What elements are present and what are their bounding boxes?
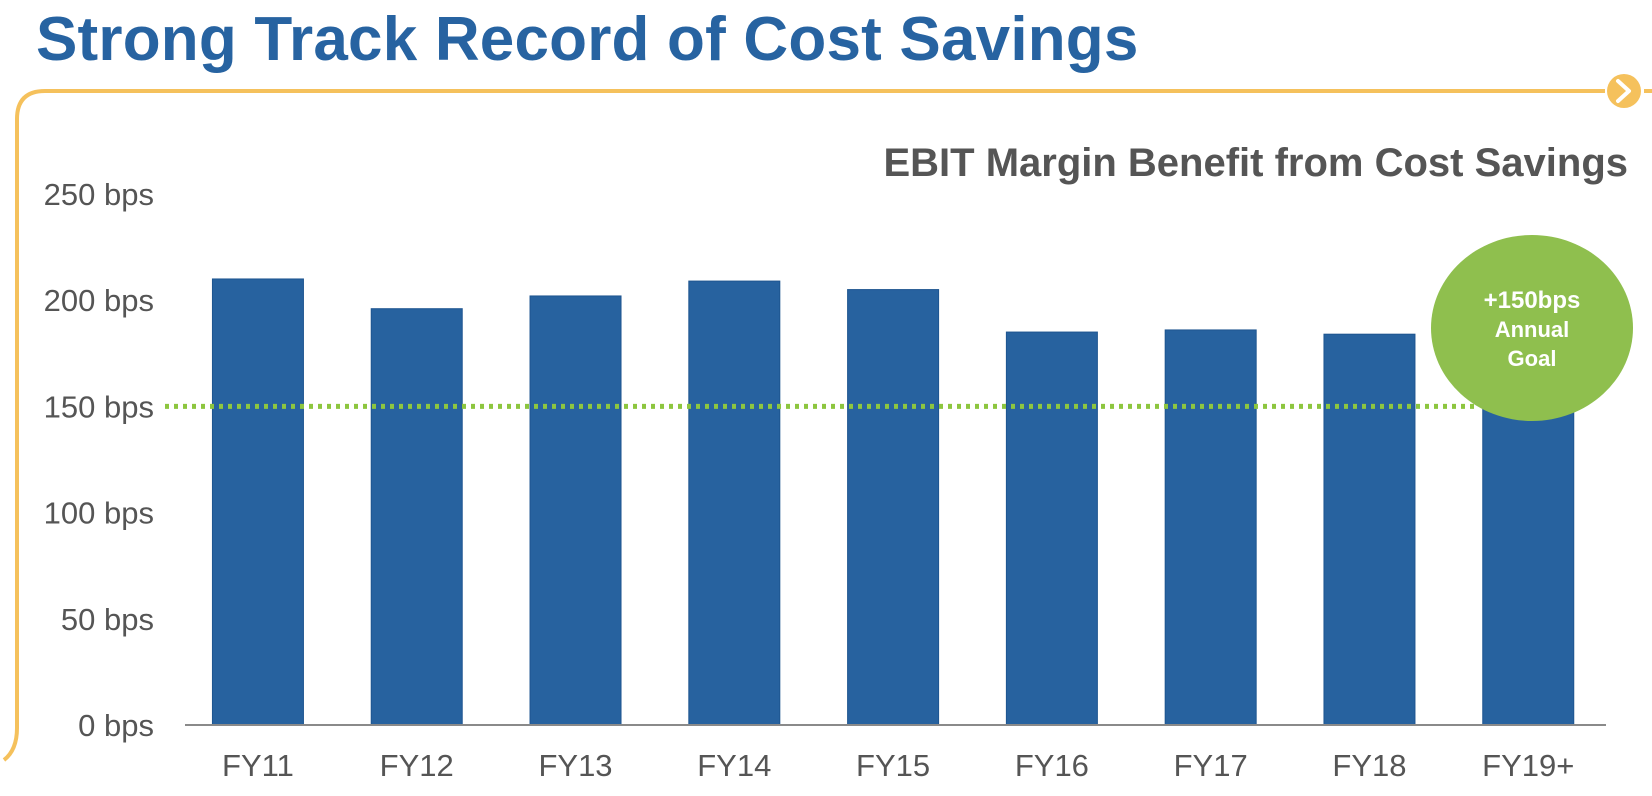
x-tick-label: FY15 xyxy=(856,748,930,783)
y-axis: 0 bps 50 bps 100 bps 150 bps 200 bps 250 bps xyxy=(44,177,154,743)
x-tick-label: FY12 xyxy=(380,748,454,783)
y-tick-label: 200 bps xyxy=(44,283,154,318)
y-tick-label: 50 bps xyxy=(61,602,154,637)
x-tick-label: FY14 xyxy=(697,748,771,783)
x-axis: FY11 FY12 FY13 FY14 FY15 FY16 FY17 FY18 FY19+ xyxy=(222,748,1574,783)
goal-badge-circle xyxy=(1431,235,1633,421)
y-tick-label: 250 bps xyxy=(44,177,154,212)
bar xyxy=(847,289,940,726)
y-tick-label: 100 bps xyxy=(44,496,154,531)
x-tick-label: FY13 xyxy=(538,748,612,783)
y-tick-label: 150 bps xyxy=(44,389,154,424)
chevron-right-circle-icon[interactable] xyxy=(1607,74,1641,108)
page-title: Strong Track Record of Cost Savings xyxy=(36,5,1139,74)
bar xyxy=(1005,331,1098,726)
x-tick-label: FY19+ xyxy=(1482,748,1574,783)
bar xyxy=(688,280,781,726)
x-tick-label: FY16 xyxy=(1015,748,1089,783)
goal-badge-text: Annual xyxy=(1495,317,1570,342)
x-tick-label: FY11 xyxy=(222,748,294,783)
x-tick-label: FY18 xyxy=(1332,748,1406,783)
bar xyxy=(1482,405,1575,726)
x-tick-label: FY17 xyxy=(1174,748,1248,783)
bar xyxy=(1323,333,1416,726)
y-tick-label: 0 bps xyxy=(78,708,154,743)
bar-series xyxy=(211,278,1575,726)
slide-frame xyxy=(2,89,1652,762)
bar xyxy=(1164,329,1257,726)
bar xyxy=(211,278,304,726)
goal-badge-text: +150bps xyxy=(1484,287,1581,314)
chart-title: EBIT Margin Benefit from Cost Savings xyxy=(883,141,1628,185)
bar xyxy=(370,308,463,726)
goal-badge-text: Goal xyxy=(1508,346,1557,371)
frame-line xyxy=(2,89,1605,762)
goal-badge: +150bps Annual Goal xyxy=(1431,235,1633,421)
bar xyxy=(529,295,622,726)
